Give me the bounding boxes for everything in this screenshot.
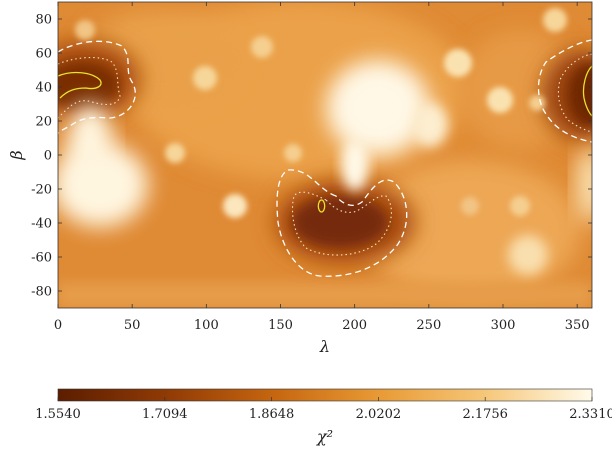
y-tick-label: 0	[44, 149, 52, 164]
y-axis: -80 -60 -40 -20 0 20 40 60 80	[31, 13, 592, 300]
colorbar-ticks: 1.5540 1.7094 1.8648 2.0202 2.1756 2.3310	[35, 397, 612, 422]
x-tick-label: 100	[194, 318, 219, 333]
x-tick-label: 250	[416, 318, 441, 333]
colorbar: 1.5540 1.7094 1.8648 2.0202 2.1756 2.3310 χ²	[35, 388, 612, 446]
colorbar-tick-label: 2.3310	[569, 407, 612, 422]
contour-dashed-left	[58, 40, 136, 135]
x-tick-label: 50	[124, 318, 141, 333]
heatmap-field	[58, 2, 592, 308]
contour-dotted-center	[291, 191, 392, 256]
contour-dashed-right	[537, 39, 592, 143]
x-axis-label: λ	[319, 337, 330, 356]
contour-lines	[58, 39, 592, 277]
x-tick-label: 0	[54, 318, 62, 333]
colorbar-tick-label: 1.8648	[249, 407, 295, 422]
plot-area	[57, 1, 593, 309]
x-axis: 0 50 100 150 200 250 300 350	[54, 2, 590, 333]
contour-dashed-center	[276, 169, 408, 277]
y-tick-label: 40	[35, 81, 52, 96]
contour-solid-center	[317, 199, 326, 213]
x-tick-label: 350	[565, 318, 590, 333]
y-tick-label: 60	[35, 47, 52, 62]
y-tick-label: -20	[31, 183, 52, 198]
x-tick-label: 300	[491, 318, 516, 333]
y-tick-label: 20	[35, 115, 52, 130]
colorbar-tick-label: 2.1756	[462, 407, 508, 422]
colorbar-tick-label: 1.7094	[142, 407, 188, 422]
y-tick-label: -80	[31, 285, 52, 300]
x-tick-label: 200	[342, 318, 367, 333]
y-tick-label: 80	[35, 13, 52, 28]
x-tick-label: 150	[268, 318, 293, 333]
contour-dotted-left	[58, 56, 121, 119]
colorbar-tick-label: 1.5540	[35, 407, 81, 422]
contour-solid-left	[58, 71, 102, 99]
colorbar-label: χ²	[316, 427, 333, 446]
colorbar-gradient	[57, 388, 593, 402]
y-tick-label: -60	[31, 251, 52, 266]
colorbar-tick-label: 2.0202	[356, 407, 402, 422]
contour-solid-right	[582, 65, 592, 117]
contour-dotted-right	[557, 53, 592, 133]
y-axis-label: β	[7, 150, 26, 160]
y-tick-label: -40	[31, 217, 52, 232]
